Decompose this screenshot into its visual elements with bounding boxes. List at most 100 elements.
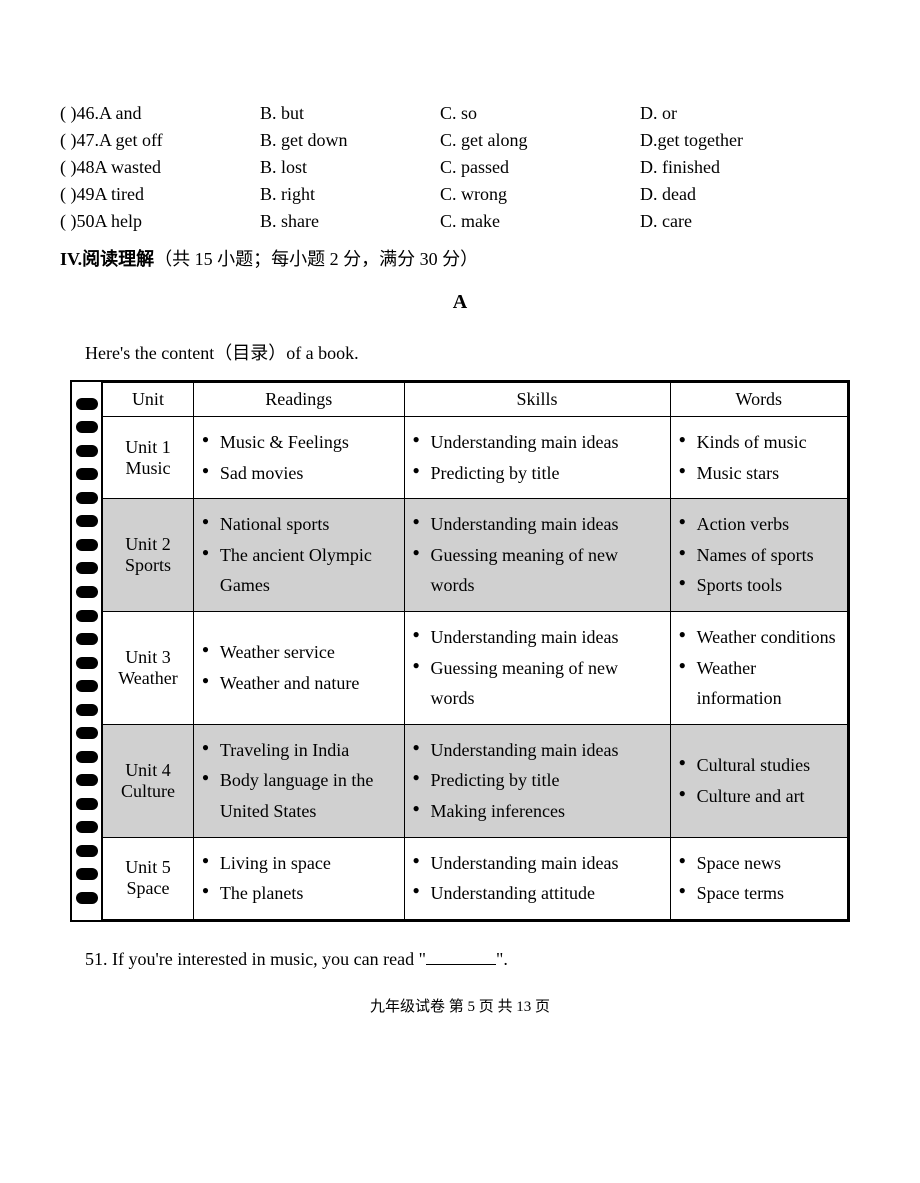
header-unit: Unit [103,383,194,417]
bullet-list: Understanding main ideasUnderstanding at… [413,848,662,909]
binding-hole-icon [76,704,98,716]
mcq-row: ( )48A wasted B. lost C. passed D. finis… [60,154,860,181]
bullet-list: Traveling in IndiaBody language in the U… [202,735,396,827]
cell-skills: Understanding main ideasGuessing meaning… [404,499,670,612]
cell-unit: Unit 3 Weather [103,611,194,724]
mcq-option-b: B. share [260,208,440,235]
list-item: Understanding main ideas [413,735,662,766]
list-item: Weather information [679,653,839,714]
list-item: Space news [679,848,839,879]
mcq-option-c: C. wrong [440,181,640,208]
binding-hole-icon [76,868,98,880]
blank-line [426,947,496,965]
cell-readings: Living in spaceThe planets [193,837,404,919]
bullet-list: Cultural studiesCulture and art [679,750,839,811]
list-item: Names of sports [679,540,839,571]
binding-hole-icon [76,727,98,739]
bullet-list: Action verbsNames of sportsSports tools [679,509,839,601]
binding-hole-icon [76,492,98,504]
cell-words: Weather conditionsWeather information [670,611,847,724]
mcq-option-d: D.get together [640,127,840,154]
binding-hole-icon [76,845,98,857]
bullet-list: Understanding main ideasGuessing meaning… [413,509,662,601]
mcq-option-d: D. care [640,208,840,235]
table-row: Unit 5 SpaceLiving in spaceThe planetsUn… [103,837,848,919]
mcq-option-b: B. but [260,100,440,127]
mcq-option-c: C. so [440,100,640,127]
bullet-list: Weather conditionsWeather information [679,622,839,714]
table-row: Unit 2 SportsNational sportsThe ancient … [103,499,848,612]
mcq-option-a: ( )46.A and [60,100,260,127]
mcq-row: ( )47.A get off B. get down C. get along… [60,127,860,154]
section-title: IV.阅读理解 [60,249,154,269]
cell-unit: Unit 1 Music [103,417,194,499]
cell-skills: Understanding main ideasGuessing meaning… [404,611,670,724]
bullet-list: Living in spaceThe planets [202,848,396,909]
binding-hole-icon [76,610,98,622]
binding-hole-icon [76,468,98,480]
mcq-option-d: D. dead [640,181,840,208]
mcq-row: ( )49A tired B. right C. wrong D. dead [60,181,860,208]
table-row: Unit 4 CultureTraveling in IndiaBody lan… [103,724,848,837]
mcq-row: ( )46.A and B. but C. so D. or [60,100,860,127]
list-item: The ancient Olympic Games [202,540,396,601]
section-header: IV.阅读理解（共 15 小题；每小题 2 分，满分 30 分） [60,245,860,271]
list-item: Guessing meaning of new words [413,653,662,714]
page-footer: 九年级试卷 第 5 页 共 13 页 [60,995,860,1016]
mcq-option-b: B. right [260,181,440,208]
table-row: Unit 3 WeatherWeather serviceWeather and… [103,611,848,724]
list-item: Music & Feelings [202,427,396,458]
list-item: Understanding main ideas [413,848,662,879]
list-item: Sad movies [202,458,396,489]
list-item: Music stars [679,458,839,489]
list-item: Cultural studies [679,750,839,781]
list-item: Weather conditions [679,622,839,653]
cell-words: Action verbsNames of sportsSports tools [670,499,847,612]
list-item: Sports tools [679,570,839,601]
list-item: National sports [202,509,396,540]
spiral-binding [72,382,102,920]
mcq-section: ( )46.A and B. but C. so D. or ( )47.A g… [60,100,860,235]
mcq-option-d: D. finished [640,154,840,181]
binding-hole-icon [76,751,98,763]
list-item: Making inferences [413,796,662,827]
cell-unit: Unit 2 Sports [103,499,194,612]
binding-hole-icon [76,445,98,457]
binding-hole-icon [76,774,98,786]
list-item: Weather and nature [202,668,396,699]
list-item: Weather service [202,637,396,668]
bullet-list: Weather serviceWeather and nature [202,637,396,698]
mcq-option-d: D. or [640,100,840,127]
list-item: Guessing meaning of new words [413,540,662,601]
q51-pre: 51. If you're interested in music, you c… [85,949,426,969]
binding-hole-icon [76,515,98,527]
bullet-list: Space newsSpace terms [679,848,839,909]
list-item: Kinds of music [679,427,839,458]
mcq-option-a: ( )48A wasted [60,154,260,181]
mcq-option-a: ( )49A tired [60,181,260,208]
list-item: Action verbs [679,509,839,540]
binding-hole-icon [76,562,98,574]
table-header-row: Unit Readings Skills Words [103,383,848,417]
mcq-option-c: C. get along [440,127,640,154]
list-item: Understanding main ideas [413,622,662,653]
section-subtitle: （共 15 小题；每小题 2 分，满分 30 分） [154,249,478,269]
header-words: Words [670,383,847,417]
list-item: Living in space [202,848,396,879]
list-item: Body language in the United States [202,765,396,826]
bullet-list: Understanding main ideasPredicting by ti… [413,427,662,488]
list-item: Predicting by title [413,458,662,489]
bullet-list: National sportsThe ancient Olympic Games [202,509,396,601]
cell-readings: National sportsThe ancient Olympic Games [193,499,404,612]
mcq-option-b: B. get down [260,127,440,154]
mcq-row: ( )50A help B. share C. make D. care [60,208,860,235]
binding-hole-icon [76,892,98,904]
mcq-option-a: ( )50A help [60,208,260,235]
cell-skills: Understanding main ideasUnderstanding at… [404,837,670,919]
intro-text: Here's the content（目录）of a book. [85,339,860,365]
cell-readings: Music & FeelingsSad movies [193,417,404,499]
list-item: Space terms [679,878,839,909]
list-item: Traveling in India [202,735,396,766]
binding-hole-icon [76,680,98,692]
mcq-option-a: ( )47.A get off [60,127,260,154]
